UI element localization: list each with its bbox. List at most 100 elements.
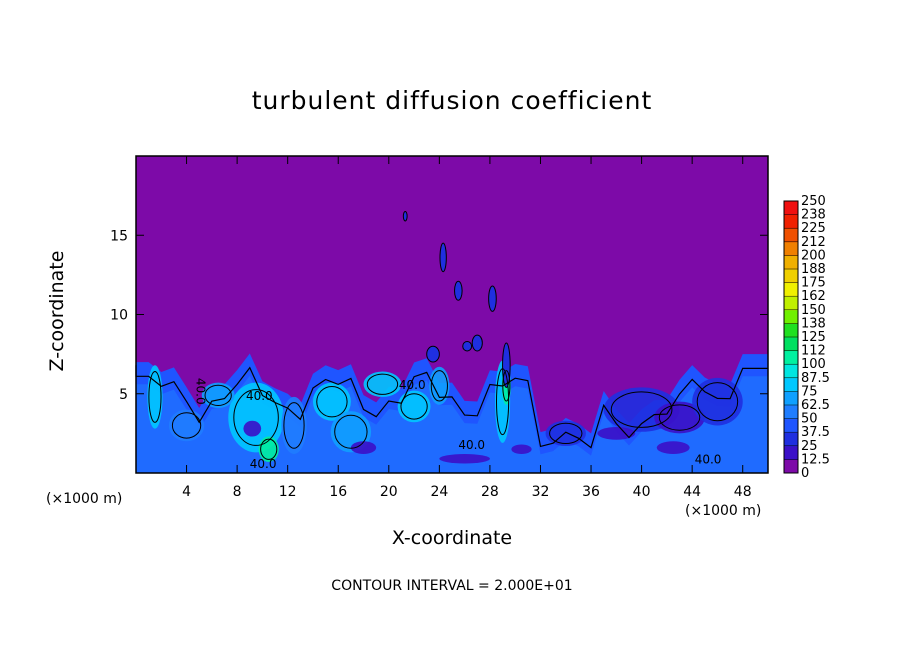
filament-0 — [439, 242, 447, 273]
x-tick-label-11: 48 — [734, 484, 752, 500]
colorbar-cell-9 — [784, 337, 798, 352]
y-tick-label-2: 15 — [110, 228, 128, 244]
colorbar-label-12: 150 — [801, 303, 826, 318]
eddy-core-2 — [511, 444, 532, 454]
contour-label-0: 40.0 — [194, 378, 208, 405]
contour-eddy-12 — [610, 391, 673, 428]
colorbar-label-4: 50 — [801, 412, 818, 427]
contour-label-4: 40.0 — [246, 389, 273, 403]
eddy-3 — [312, 382, 351, 421]
contour-label-2: 40.0 — [458, 438, 485, 452]
colorbar-label-15: 188 — [801, 262, 826, 277]
contour-eddy-0 — [148, 371, 162, 423]
contour-eddy-4 — [334, 414, 368, 449]
filament-5 — [426, 345, 440, 363]
eddy-15 — [545, 420, 586, 447]
eddy-core-3 — [597, 427, 636, 440]
x-tick-label-6: 28 — [481, 484, 499, 500]
colorbar-cell-7 — [784, 364, 798, 379]
y-tick-label-0: 5 — [119, 387, 128, 403]
colorbar: 012.52537.55062.57587.510011212513815016… — [783, 194, 830, 481]
eddy-7 — [429, 366, 450, 405]
colorbar-label-17: 212 — [801, 235, 826, 250]
filament-1 — [454, 280, 463, 301]
x-tick-label-8: 36 — [582, 484, 600, 500]
colorbar-cell-6 — [784, 377, 798, 392]
contour-label-3: 40.0 — [695, 452, 722, 466]
y-ticks: 5 10 15 — [110, 228, 768, 403]
eddy-core-5 — [439, 453, 490, 464]
colorbar-label-20: 250 — [801, 194, 826, 209]
colorbar-cell-18 — [784, 214, 798, 229]
colorbar-cell-19 — [784, 201, 798, 216]
colorbar-label-14: 175 — [801, 276, 826, 291]
colorbar-label-1: 12.5 — [801, 452, 830, 467]
colorbar-label-16: 200 — [801, 248, 826, 263]
colorbar-label-7: 87.5 — [801, 371, 830, 386]
colorbar-cell-2 — [784, 432, 798, 447]
contour-eddy-7 — [430, 370, 448, 402]
contour-labels: 40.0 40.0 40.0 40.0 40.0 40.0 — [194, 378, 722, 471]
x-ticks: 4 8 12 16 20 24 28 32 36 40 44 48 — [182, 156, 752, 500]
x-axis-label: X-coordinate — [391, 527, 513, 549]
contour-eddy-6 — [400, 393, 428, 420]
colorbar-cell-13 — [784, 282, 798, 297]
contour-interval-note: CONTOUR INTERVAL = 2.000E+01 — [331, 578, 573, 594]
y-tick-label-1: 10 — [110, 308, 128, 324]
colorbar-cell-1 — [784, 445, 798, 460]
contour-eddy-1 — [233, 389, 279, 446]
colorbar-label-8: 100 — [801, 357, 826, 372]
eddy-core-4 — [656, 441, 690, 454]
contour-eddy-2 — [260, 438, 278, 460]
eddy-2 — [258, 436, 279, 462]
colorbar-label-2: 25 — [801, 439, 818, 454]
contour-eddy-5 — [366, 373, 399, 395]
contour-layer — [135, 365, 768, 460]
x-tick-label-10: 44 — [683, 484, 701, 500]
colorbar-cell-3 — [784, 418, 798, 433]
filament-3 — [471, 334, 483, 352]
colorbar-label-6: 75 — [801, 384, 818, 399]
x-tick-label-4: 20 — [380, 484, 398, 500]
contour-label-5: 40.0 — [250, 457, 277, 471]
contour-eddy-13 — [658, 404, 701, 431]
colorbar-cell-4 — [784, 405, 798, 420]
eddy-5 — [363, 371, 402, 397]
contour-eddy-16 — [171, 412, 202, 439]
eddy-14 — [692, 377, 743, 426]
contour-eddy-14 — [696, 382, 739, 422]
colorbar-label-3: 37.5 — [801, 425, 830, 440]
x-tick-label-5: 24 — [430, 484, 448, 500]
filament-7 — [402, 210, 408, 222]
eddy-16 — [168, 409, 205, 442]
eddy-10 — [201, 382, 235, 409]
colorbar-cell-16 — [784, 241, 798, 256]
colorbar-cell-14 — [784, 269, 798, 284]
contour-eddy-15 — [549, 422, 583, 445]
contour-eddy-3 — [316, 385, 348, 418]
contour-eddy-8 — [495, 368, 510, 436]
x-tick-label-0: 4 — [182, 484, 191, 500]
colorbar-label-5: 62.5 — [801, 398, 830, 413]
eddy-13 — [654, 401, 705, 434]
x-tick-label-2: 12 — [279, 484, 297, 500]
eddy-11 — [281, 396, 307, 454]
eddy-core-1 — [350, 441, 377, 454]
colorbar-cell-11 — [784, 309, 798, 324]
contour-eddy-10 — [204, 384, 232, 406]
colorbar-label-18: 225 — [801, 221, 826, 236]
colorbar-label-11: 138 — [801, 316, 826, 331]
contour-eddy-9 — [502, 370, 511, 402]
eddy-0 — [147, 365, 163, 429]
x-tick-label-9: 40 — [633, 484, 651, 500]
colorbar-label-0: 0 — [801, 466, 809, 481]
colorbar-cell-15 — [784, 255, 798, 270]
field-layer — [136, 156, 768, 473]
filament-6 — [502, 342, 511, 388]
contour-label-1: 40.0 — [399, 378, 426, 392]
filament-4 — [462, 340, 473, 352]
colorbar-label-19: 238 — [801, 208, 826, 223]
eddy-6 — [397, 390, 431, 423]
